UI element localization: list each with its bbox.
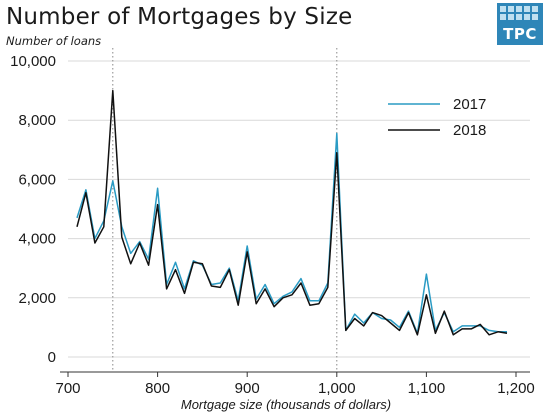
y-tick-labels: 0 2,000 4,000 6,000 8,000 10,000 [10,53,56,366]
logo-square-icon [508,14,514,20]
x-tick-label: 1,000 [318,380,356,397]
x-tick-label: 1,200 [497,380,535,397]
logo-square-icon [516,6,522,12]
y-tick-label: 8,000 [18,112,56,129]
y-axis-label: Number of loans [6,34,102,48]
logo-square-icon [532,6,538,12]
logo-square-icon [516,14,522,20]
x-axis-label: Mortgage size (thousands of dollars) [181,397,391,412]
logo-text: TPC [503,25,537,43]
chart-title: Number of Mortgages by Size [6,4,353,30]
y-tick-label: 6,000 [18,171,56,188]
logo-square-icon [532,14,538,20]
series-line-2018 [76,89,508,336]
series-lines [76,89,508,336]
x-tick-labels: 700 800 900 1,000 1,100 1,200 [55,372,535,397]
y-tick-label: 10,000 [10,53,56,70]
reference-lines [112,48,338,372]
y-tick-label: 2,000 [18,290,56,307]
x-tick-label: 1,100 [408,380,446,397]
logo-square-icon [508,6,514,12]
y-tick-label: 0 [48,349,56,366]
logo-square-icon [524,14,530,20]
legend-label: 2018 [453,122,486,139]
legend: 2017 2018 [388,96,486,139]
logo-square-icon [500,6,506,12]
logo-square-icon [500,14,506,20]
series-line-2017 [76,132,507,335]
y-tick-label: 4,000 [18,231,56,248]
legend-label: 2017 [453,96,486,113]
x-tick-label: 900 [235,380,260,397]
logo-square-icon [524,6,530,12]
x-tick-label: 700 [55,380,80,397]
tpc-logo: TPC [497,3,543,45]
x-tick-label: 800 [145,380,170,397]
grid-lines [68,60,530,358]
